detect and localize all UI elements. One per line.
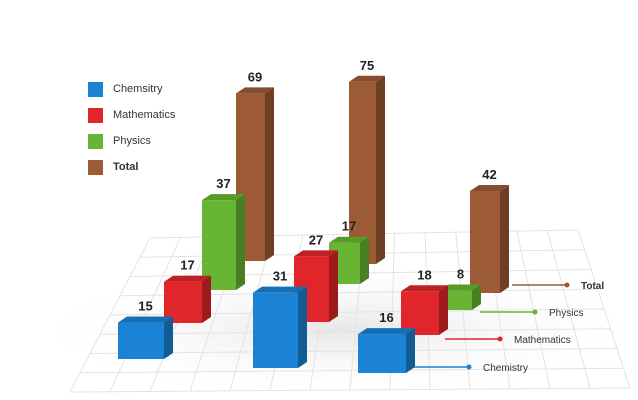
- bar: [401, 291, 439, 335]
- bar: [470, 190, 500, 293]
- bar: [358, 334, 406, 373]
- legend-label-total: Total: [113, 161, 139, 173]
- bar: [202, 200, 236, 290]
- data-label: 17: [342, 219, 356, 234]
- legend-swatch-total: [88, 159, 103, 175]
- data-label: 16: [379, 310, 393, 325]
- data-label: 37: [216, 176, 230, 191]
- bar-side: [329, 250, 338, 322]
- grid-line: [79, 367, 624, 374]
- data-label: 17: [180, 258, 194, 273]
- bar-top: [470, 184, 509, 191]
- legend-swatch-chemistry: [88, 81, 103, 97]
- data-label: 42: [482, 167, 496, 182]
- bar-side: [472, 284, 481, 310]
- bar-side: [298, 286, 307, 368]
- bar-top: [118, 316, 173, 323]
- data-label: 27: [309, 232, 323, 247]
- bar-side: [500, 184, 509, 293]
- bar-side: [439, 285, 448, 335]
- bar-top: [329, 236, 369, 243]
- legend-swatch-mathematics: [88, 107, 103, 123]
- bar: [349, 81, 376, 264]
- bar-side: [360, 236, 369, 284]
- bar-side: [376, 75, 385, 264]
- axis-label-dot: [466, 364, 472, 370]
- bar-side: [164, 316, 173, 359]
- legend-item-physics: Physics: [88, 128, 175, 154]
- bar-top: [294, 250, 338, 257]
- grid-line: [69, 387, 631, 393]
- bar-top: [164, 275, 211, 282]
- axis-label: Physics: [549, 308, 583, 319]
- grid-line: [89, 348, 618, 354]
- legend-item-chemistry: Chemsitry: [88, 76, 175, 102]
- grid-line: [99, 328, 611, 335]
- data-label: 75: [360, 58, 374, 73]
- bar-top: [440, 284, 481, 291]
- legend-swatch-physics: [88, 133, 103, 149]
- bar-top: [358, 328, 415, 335]
- axis-label: Mathematics: [514, 335, 571, 346]
- axis-label-dot: [497, 336, 503, 342]
- chart-legend: Chemsitry Mathematics Physics Total: [88, 76, 175, 180]
- bar-top: [236, 87, 274, 94]
- legend-item-total: Total: [88, 154, 175, 180]
- bar-side: [236, 194, 245, 290]
- legend-label-chemistry: Chemsitry: [113, 83, 163, 95]
- bar-top: [349, 75, 385, 82]
- bar-top: [401, 285, 448, 292]
- bar-side: [202, 275, 211, 323]
- bar-side: [265, 87, 274, 261]
- legend-item-mathematics: Mathematics: [88, 102, 175, 128]
- bar-top: [202, 194, 245, 201]
- axis-label-dot: [564, 282, 570, 288]
- data-label: 31: [273, 269, 287, 284]
- data-label: 8: [457, 267, 464, 282]
- bar: [253, 292, 298, 368]
- bar: [118, 322, 164, 359]
- legend-label-mathematics: Mathematics: [113, 109, 176, 121]
- axis-label: Chemistry: [483, 363, 528, 374]
- data-label: 69: [248, 69, 262, 84]
- bar: [164, 281, 202, 323]
- axis-label-dot: [532, 309, 538, 315]
- bar-top: [253, 286, 307, 293]
- axis-label: Total: [581, 281, 604, 292]
- legend-label-physics: Physics: [113, 135, 151, 147]
- bar-side: [406, 328, 415, 373]
- data-label: 18: [417, 267, 431, 282]
- data-label: 15: [138, 299, 152, 314]
